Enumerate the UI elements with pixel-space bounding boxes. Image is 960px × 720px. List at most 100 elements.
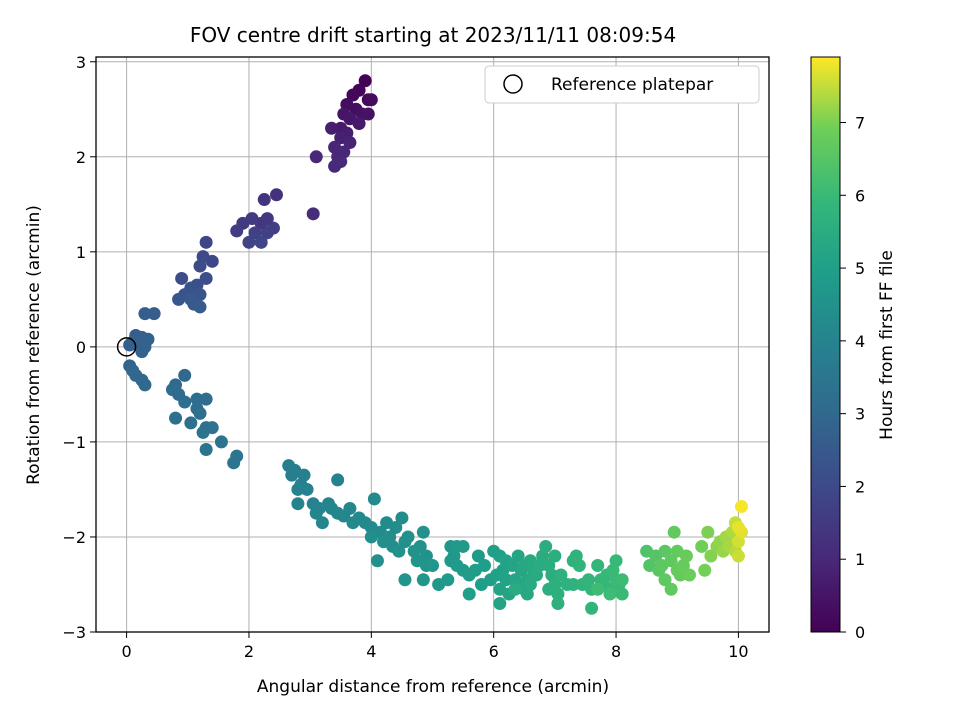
data-point (615, 587, 629, 601)
data-point (138, 307, 152, 321)
data-point (242, 235, 256, 249)
data-point (591, 582, 605, 596)
data-point (343, 501, 357, 515)
x-tick-label: 4 (366, 642, 376, 661)
colorbar-tick-label: 4 (855, 332, 865, 351)
data-point (377, 535, 391, 549)
y-tick-label: 3 (76, 53, 86, 72)
data-point (269, 188, 283, 202)
data-point (471, 549, 485, 563)
legend-marker-icon (503, 74, 523, 94)
data-point (511, 549, 525, 563)
y-axis-label: Rotation from reference (arcmin) (24, 205, 44, 485)
data-point (230, 224, 244, 238)
data-point (658, 573, 672, 587)
data-point (585, 601, 599, 615)
data-point (199, 271, 213, 285)
data-point (260, 226, 274, 240)
data-points (123, 74, 748, 615)
data-point (364, 530, 378, 544)
data-point (551, 587, 565, 601)
colorbar: 0 1 2 3 4 5 6 7 Hours from first FF file (810, 56, 897, 642)
data-point (416, 525, 430, 539)
data-point (325, 121, 339, 135)
data-point (309, 150, 323, 164)
data-point (499, 573, 513, 587)
legend: Reference platepar (484, 65, 760, 104)
x-axis-label: Angular distance from reference (arcmin) (257, 677, 609, 697)
x-tick-label: 6 (489, 642, 499, 661)
data-point (664, 554, 678, 568)
data-point (462, 587, 476, 601)
data-point (370, 554, 384, 568)
data-point (698, 563, 712, 577)
data-point (178, 368, 192, 382)
data-point (175, 271, 189, 285)
data-point (135, 345, 149, 359)
reference-platepar-marker (116, 337, 137, 357)
data-point (334, 155, 348, 169)
data-point (184, 292, 198, 306)
data-point (603, 587, 617, 601)
colorbar-tick-label: 0 (855, 623, 865, 642)
data-point (245, 212, 259, 226)
y-axis-ticks: −3 −2 −1 0 1 2 3 (62, 53, 96, 642)
data-point (548, 549, 562, 563)
data-point (734, 500, 748, 514)
data-point (358, 74, 372, 88)
data-point (141, 332, 155, 346)
data-point (731, 520, 745, 534)
x-tick-label: 10 (728, 642, 748, 661)
data-point (426, 558, 439, 572)
data-point (695, 539, 709, 553)
data-point (199, 392, 213, 406)
data-point (169, 411, 183, 425)
data-point (193, 259, 207, 273)
data-point (401, 530, 415, 544)
data-point (413, 539, 427, 553)
data-point (199, 443, 213, 457)
colorbar-tick-label: 2 (855, 477, 865, 496)
data-point (364, 93, 378, 107)
data-point (664, 582, 678, 596)
data-point (352, 117, 366, 131)
data-point (478, 558, 492, 572)
colorbar-tick-label: 7 (855, 114, 865, 133)
colorbar-tick-label: 6 (855, 186, 865, 205)
data-point (193, 300, 207, 314)
data-point (682, 568, 696, 582)
data-point (178, 395, 192, 409)
data-point (184, 416, 198, 430)
data-point (257, 193, 271, 207)
y-tick-label: −2 (62, 528, 86, 547)
data-point (392, 544, 406, 558)
data-point (248, 226, 262, 240)
data-point (123, 338, 137, 352)
data-point (306, 207, 320, 221)
data-point (199, 235, 213, 249)
data-point (346, 88, 360, 102)
data-point (343, 136, 357, 150)
data-point (508, 582, 522, 596)
data-point (441, 573, 455, 587)
data-point (566, 577, 580, 591)
data-point (591, 558, 605, 572)
y-tick-label: −1 (62, 433, 86, 452)
data-point (254, 235, 268, 249)
data-point (658, 544, 672, 558)
data-point (367, 492, 381, 506)
legend-box (484, 65, 760, 104)
data-point (331, 473, 345, 487)
data-point (196, 425, 210, 439)
y-tick-label: −3 (62, 623, 86, 642)
x-axis-ticks: 0 2 4 6 8 10 (121, 632, 749, 661)
x-tick-label: 0 (121, 642, 131, 661)
data-point (701, 525, 715, 539)
data-point (456, 539, 470, 553)
colorbar-tick-label: 5 (855, 259, 865, 278)
data-point (309, 506, 323, 520)
data-point (227, 456, 241, 470)
legend-entry-reference: Reference platepar (551, 75, 713, 95)
data-point (172, 292, 186, 306)
